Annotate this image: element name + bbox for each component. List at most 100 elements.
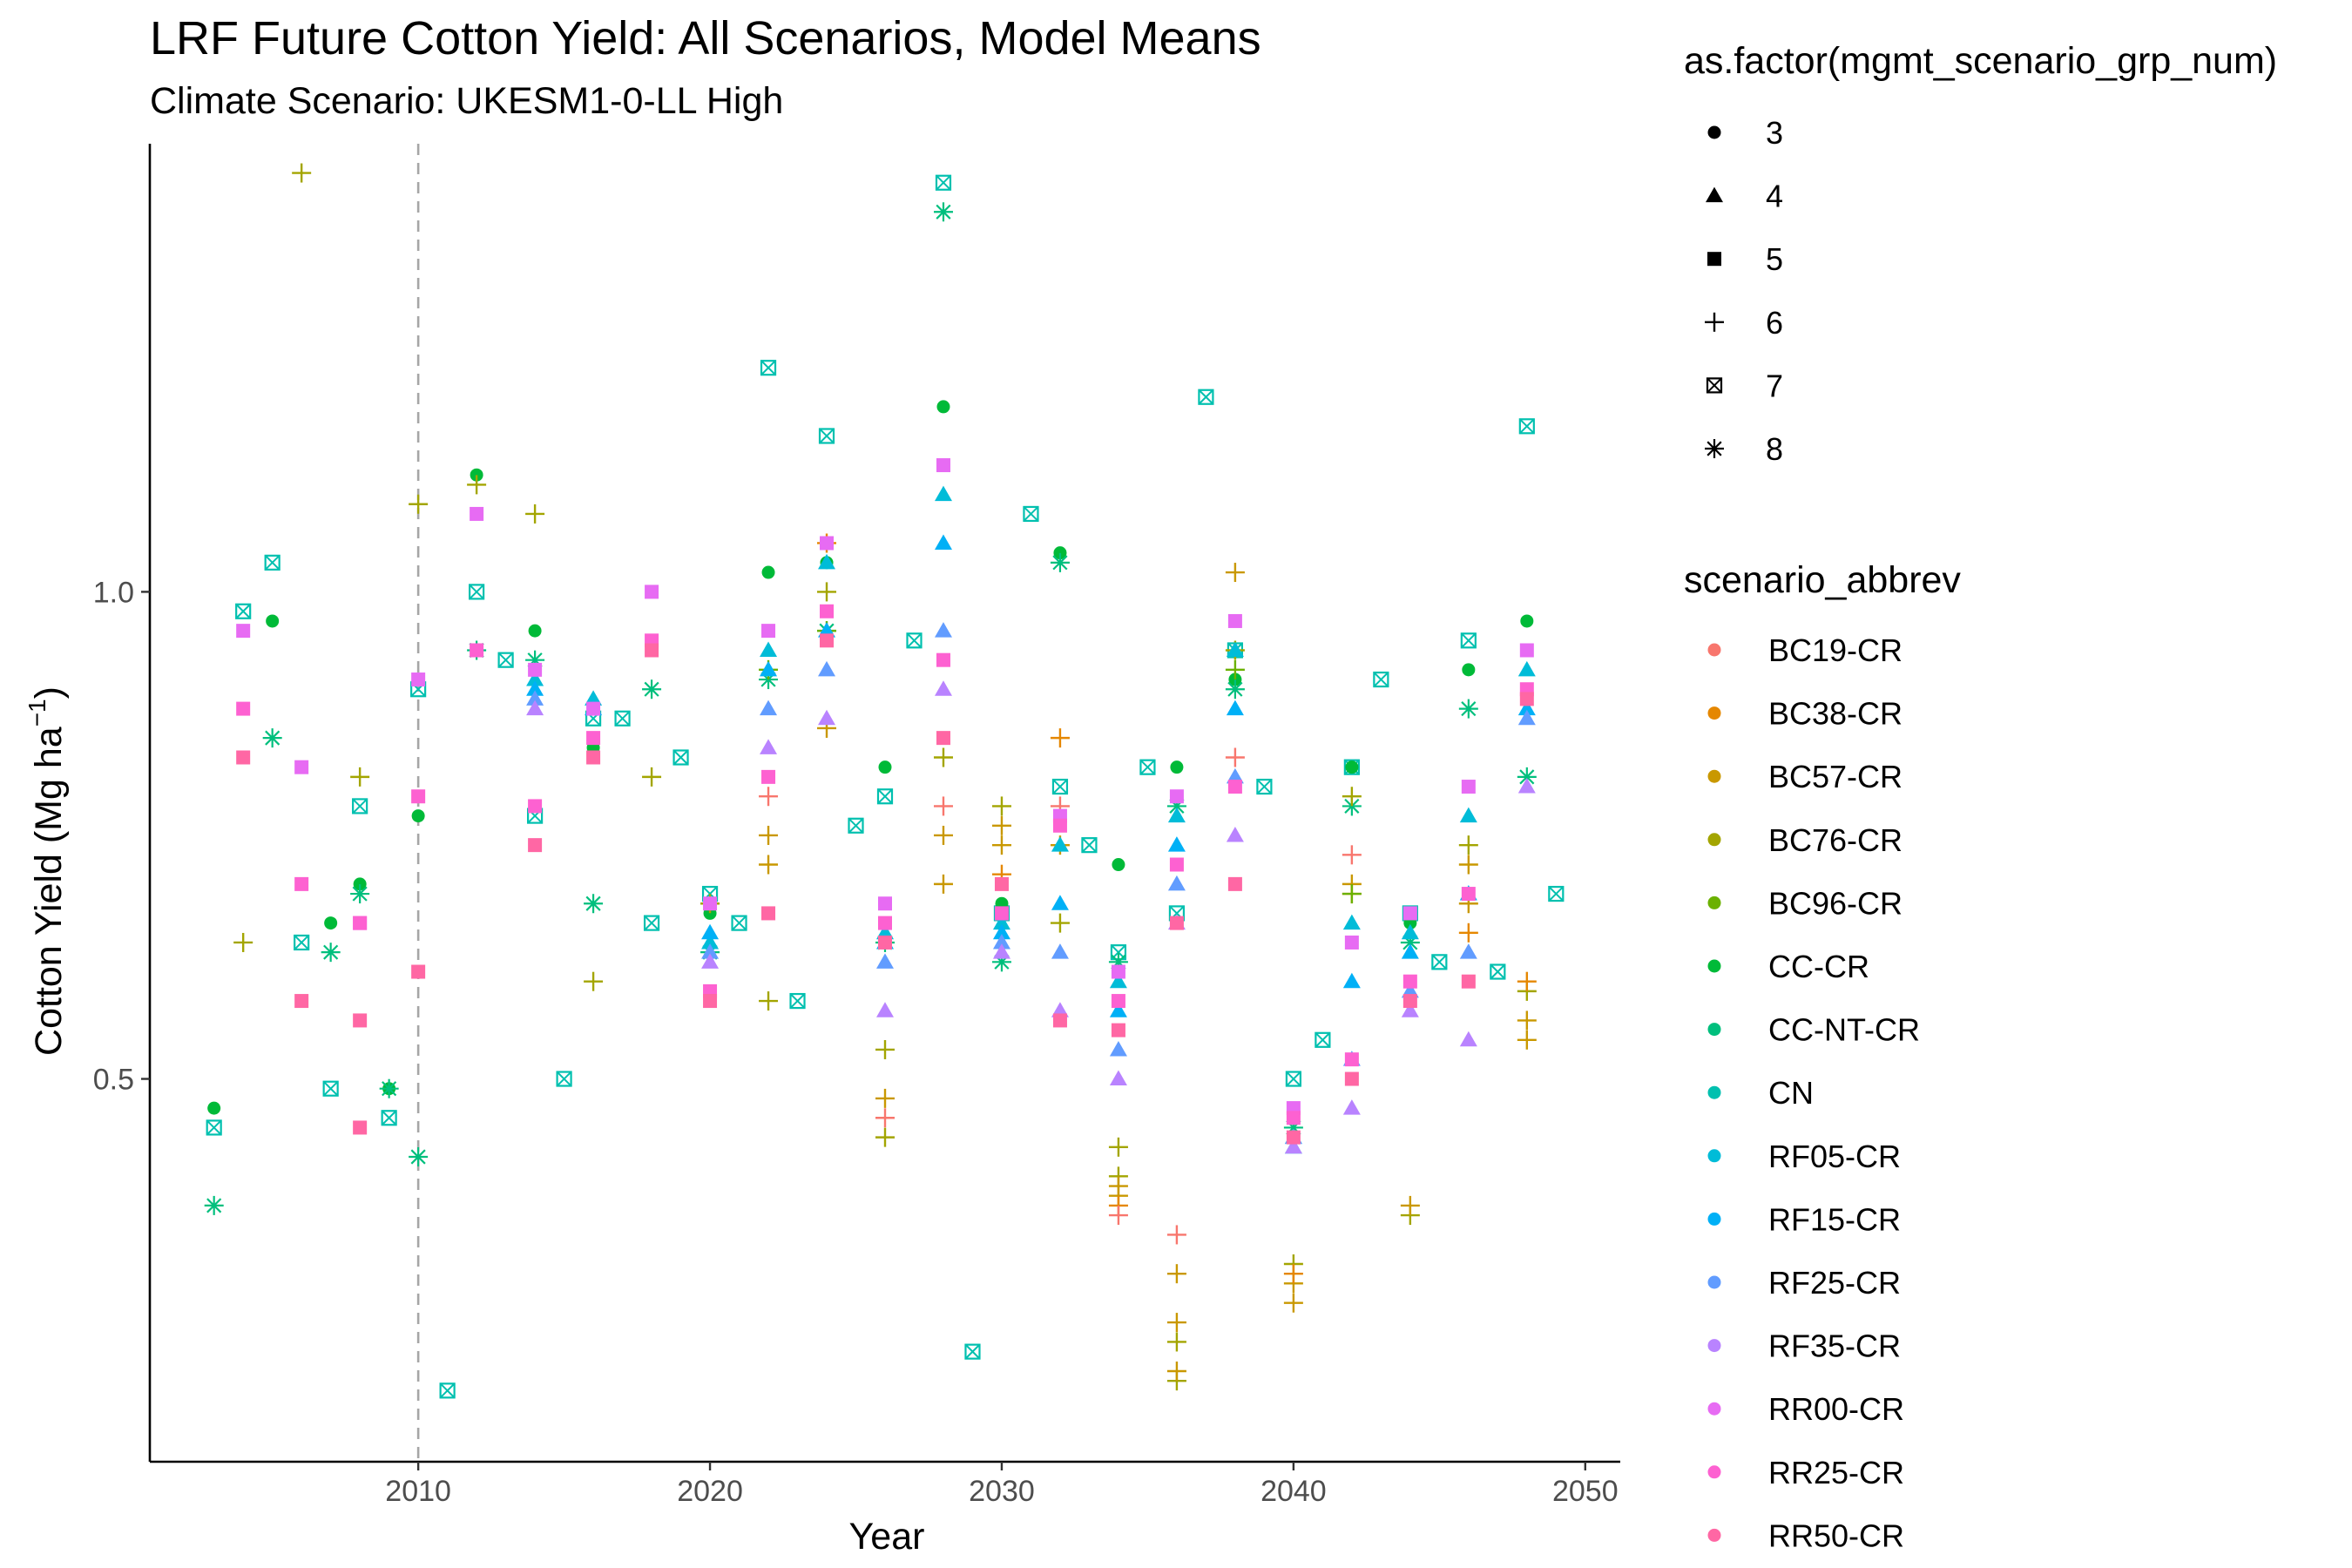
data-point bbox=[876, 788, 894, 805]
data-point bbox=[933, 747, 953, 767]
data-point bbox=[236, 701, 251, 716]
data-point bbox=[875, 1088, 895, 1108]
data-point bbox=[1283, 1293, 1303, 1313]
y-axis-title: Cotton Yield (Mg ha−1) bbox=[24, 686, 70, 1056]
color-legend-item: RR50-CR bbox=[1707, 1517, 1904, 1553]
data-point bbox=[876, 953, 894, 969]
data-point bbox=[820, 536, 835, 551]
data-point bbox=[353, 916, 368, 930]
data-point bbox=[411, 964, 426, 979]
data-point bbox=[236, 750, 251, 765]
series-BC19-CR bbox=[759, 747, 1362, 1245]
y-tick-label: 1.0 bbox=[93, 576, 134, 609]
data-point bbox=[1286, 1130, 1301, 1145]
data-point bbox=[701, 943, 720, 959]
data-point bbox=[236, 624, 251, 639]
data-point bbox=[1109, 1002, 1127, 1017]
data-point bbox=[876, 1002, 894, 1017]
data-point bbox=[933, 796, 953, 816]
data-point bbox=[526, 671, 544, 686]
data-point bbox=[1431, 954, 1448, 970]
data-point bbox=[934, 534, 952, 550]
data-point bbox=[1402, 906, 1417, 921]
data-point bbox=[1081, 837, 1098, 854]
data-point bbox=[992, 943, 1010, 959]
data-point bbox=[1256, 778, 1273, 795]
data-point bbox=[528, 662, 543, 677]
data-point bbox=[1402, 974, 1417, 989]
data-point bbox=[294, 994, 309, 1009]
y-axis-title-close: ) bbox=[28, 686, 70, 699]
y-tick-label: 0.5 bbox=[93, 1064, 134, 1097]
data-point bbox=[936, 652, 950, 667]
data-point bbox=[1109, 1070, 1127, 1086]
data-point bbox=[703, 994, 718, 1009]
data-point bbox=[1459, 807, 1477, 823]
data-point bbox=[350, 884, 370, 904]
data-point bbox=[1344, 1071, 1359, 1086]
shape-legend-item: 5 bbox=[1707, 241, 1783, 277]
data-point bbox=[409, 494, 429, 514]
data-point bbox=[439, 1382, 456, 1399]
data-point bbox=[760, 641, 778, 657]
data-point bbox=[1108, 1206, 1128, 1226]
data-point bbox=[1519, 643, 1534, 658]
data-point bbox=[1342, 972, 1361, 989]
data-point bbox=[761, 906, 776, 921]
data-point bbox=[1112, 858, 1125, 872]
shape-legend-label: 3 bbox=[1766, 115, 1783, 151]
data-point bbox=[1401, 923, 1419, 940]
color-legend-label: RR50-CR bbox=[1768, 1517, 1904, 1553]
data-point bbox=[528, 799, 543, 814]
data-point bbox=[1051, 1002, 1069, 1017]
data-point bbox=[991, 835, 1011, 855]
legend-key-circle bbox=[1707, 125, 1721, 139]
data-point bbox=[760, 700, 778, 716]
data-point bbox=[353, 877, 367, 891]
data-point bbox=[1226, 826, 1244, 842]
data-point bbox=[1342, 787, 1362, 807]
color-legend: BC19-CR BC38-CR BC57-CR BC76-CR BC96-CR CC-CR… bbox=[1707, 632, 1920, 1553]
shape-legend-title: as.factor(mgmt_scenario_grp_num) bbox=[1684, 40, 2277, 82]
color-legend-label: BC96-CR bbox=[1768, 885, 1903, 921]
x-tick-label: 2010 bbox=[385, 1475, 451, 1508]
data-point bbox=[1517, 1030, 1537, 1050]
data-point bbox=[586, 701, 601, 716]
data-point bbox=[936, 458, 950, 473]
data-point bbox=[1458, 699, 1478, 719]
x-tick-label: 2050 bbox=[1552, 1475, 1619, 1508]
data-point bbox=[411, 789, 426, 804]
data-point bbox=[526, 690, 544, 706]
x-axis-title: Year bbox=[849, 1516, 925, 1558]
data-point bbox=[818, 660, 836, 677]
color-legend-item: RF05-CR bbox=[1707, 1139, 1901, 1174]
data-point bbox=[233, 932, 253, 952]
data-point bbox=[1520, 614, 1534, 628]
data-point bbox=[528, 838, 543, 853]
data-point bbox=[875, 1108, 895, 1128]
data-point bbox=[817, 582, 837, 602]
data-point bbox=[470, 506, 484, 521]
data-point bbox=[235, 603, 252, 619]
series-RF05-CR bbox=[526, 485, 1536, 1154]
data-point bbox=[206, 1119, 222, 1136]
legend-key-dot bbox=[1707, 1085, 1721, 1099]
color-legend-item: RR25-CR bbox=[1707, 1455, 1904, 1490]
data-point bbox=[991, 815, 1011, 835]
series-RF35-CR bbox=[526, 680, 1536, 1154]
data-point bbox=[760, 360, 777, 376]
legend-key-dot bbox=[1707, 643, 1721, 657]
x-tick-label: 2040 bbox=[1260, 1475, 1327, 1508]
data-point bbox=[934, 680, 952, 696]
data-point bbox=[1227, 613, 1242, 628]
data-point bbox=[1225, 659, 1245, 679]
data-point bbox=[1548, 885, 1565, 902]
color-legend-item: BC96-CR bbox=[1707, 885, 1903, 921]
data-point bbox=[264, 554, 280, 571]
legend-key-plus bbox=[1705, 312, 1724, 332]
series-RF25-CR bbox=[526, 622, 1536, 1145]
data-point bbox=[1285, 1071, 1301, 1087]
data-point bbox=[878, 916, 892, 930]
data-point bbox=[759, 787, 779, 807]
data-point bbox=[411, 809, 425, 823]
